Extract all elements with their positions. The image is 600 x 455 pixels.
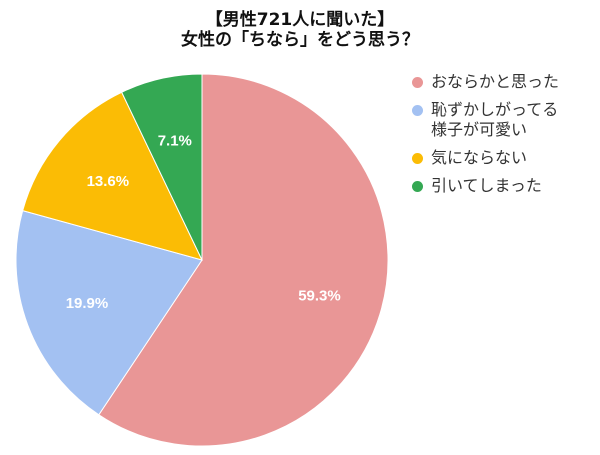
pie-slice [98, 73, 389, 447]
chart-title-line-1: 【男性721人に聞いた】 [205, 10, 395, 30]
legend: おならかと思った 恥ずかしがってる 様子が可愛い 気にならない 引いてしまった [412, 72, 600, 204]
legend-dot-icon [412, 105, 423, 116]
pie-slice [15, 209, 203, 416]
pie-slice [121, 73, 203, 261]
legend-label: 引いてしまった [431, 176, 542, 195]
pie-labels: 59.3% 19.9% 13.6% 7.1% [66, 132, 341, 312]
legend-item-hiita: 引いてしまった [412, 176, 600, 196]
pie-slices [15, 73, 389, 447]
chart-title-line-2: 女性の「ちなら」をどう思う？ [181, 30, 419, 50]
legend-dot-icon [412, 181, 423, 192]
chart-title: 【男性721人に聞いた】 女性の「ちなら」をどう思う？ [0, 10, 600, 50]
legend-item-kawaii: 恥ずかしがってる 様子が可愛い [412, 100, 600, 140]
legend-label: 気にならない [431, 148, 528, 167]
slice-percent-label: 13.6% [87, 173, 130, 190]
slice-percent-label: 19.9% [66, 295, 109, 312]
pie-slice [22, 91, 203, 261]
legend-item-kinishinai: 気にならない [412, 148, 600, 168]
legend-dot-icon [412, 77, 423, 88]
legend-label: おならかと思った [431, 72, 560, 91]
slice-percent-label: 7.1% [158, 132, 192, 149]
slice-percent-label: 59.3% [298, 288, 341, 305]
legend-label: 恥ずかしがってる 様子が可愛い [431, 100, 559, 139]
legend-dot-icon [412, 153, 423, 164]
legend-item-onara: おならかと思った [412, 72, 600, 92]
